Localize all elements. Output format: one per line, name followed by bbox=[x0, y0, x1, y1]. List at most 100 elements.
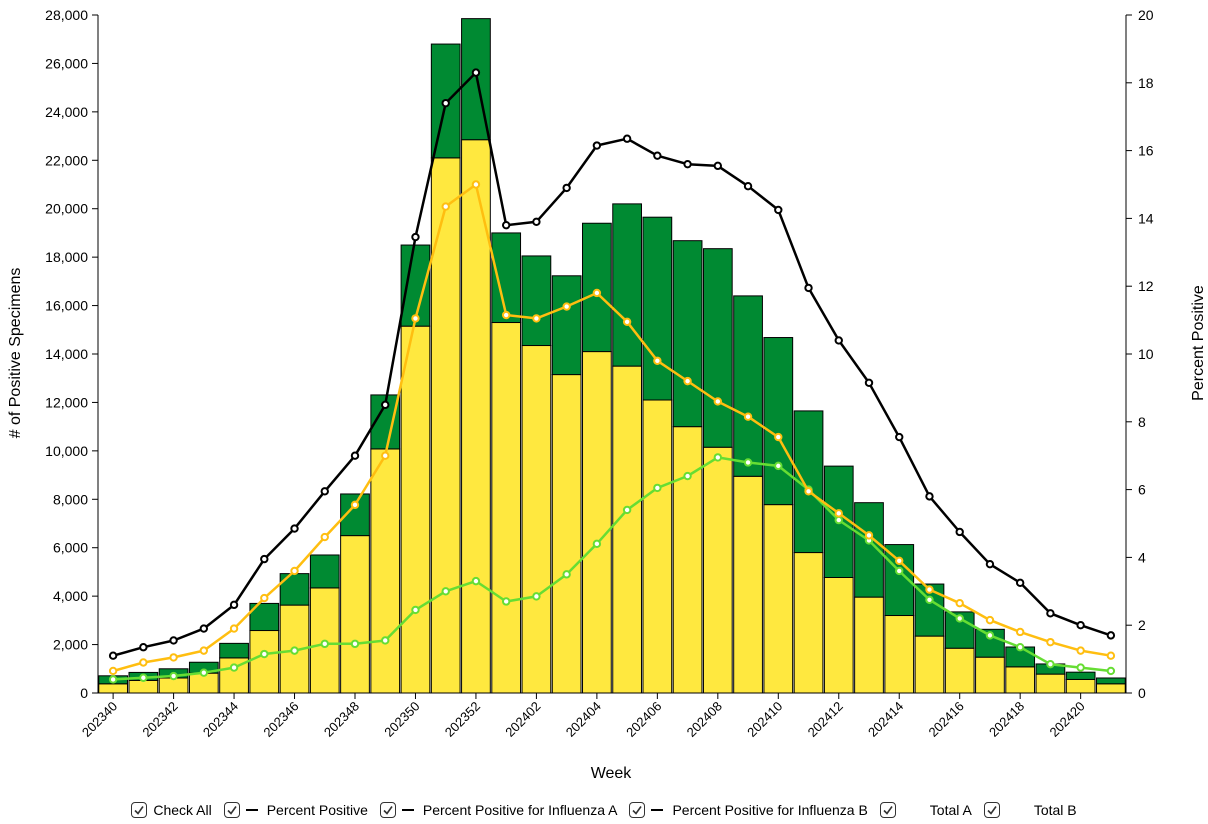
bar-total-a bbox=[491, 322, 522, 694]
percent-positive-a-checkbox[interactable] bbox=[379, 802, 396, 818]
line-percent-positive-b-point bbox=[1046, 659, 1055, 669]
legend-percent-positive-a[interactable]: Percent Positive for Influenza A bbox=[379, 802, 617, 818]
bars-layer bbox=[98, 18, 1126, 694]
bar-total-b bbox=[1096, 677, 1126, 685]
check-all-checkbox[interactable] bbox=[131, 802, 148, 818]
line-percent-positive-point bbox=[350, 451, 360, 460]
checkmark-icon bbox=[987, 806, 997, 815]
line-percent-positive-b-point bbox=[622, 505, 632, 515]
bar-total-a bbox=[582, 351, 612, 694]
line-percent-positive-a-point bbox=[804, 487, 813, 496]
y2-tick-label: 18 bbox=[1138, 75, 1154, 91]
line-percent-positive-b-point bbox=[169, 671, 178, 681]
line-percent-positive-point bbox=[1015, 578, 1025, 588]
line-percent-positive-point bbox=[804, 283, 813, 293]
line-percent-positive-b-point bbox=[985, 631, 995, 640]
total-b-checkbox[interactable] bbox=[983, 802, 1000, 818]
checkmark-icon bbox=[227, 806, 237, 815]
legend-label-check-all: Check All bbox=[153, 802, 212, 818]
line-percent-positive-b-point bbox=[411, 605, 420, 615]
y2-tick-label: 12 bbox=[1138, 278, 1154, 294]
bar-total-a bbox=[823, 576, 854, 694]
line-percent-positive-point bbox=[229, 600, 239, 610]
line-percent-positive-a-point bbox=[1106, 651, 1116, 660]
line-percent-positive-b-point bbox=[834, 515, 843, 525]
line-swatch-icon bbox=[245, 809, 258, 811]
x-tick-label: 202350 bbox=[381, 699, 422, 740]
line-percent-positive-b-point bbox=[1076, 663, 1085, 672]
x-tick-label: 202344 bbox=[200, 699, 241, 740]
line-percent-positive-a-point bbox=[622, 317, 632, 326]
line-percent-positive-point bbox=[1076, 621, 1085, 630]
legend-total-b[interactable]: Total B bbox=[983, 802, 1077, 818]
checkmark-icon bbox=[632, 806, 643, 815]
x-tick-label: 202348 bbox=[321, 699, 362, 740]
y2-tick-label: 0 bbox=[1138, 685, 1146, 701]
line-percent-positive-a-point bbox=[229, 624, 239, 633]
line-swatch-icon bbox=[651, 809, 664, 811]
line-percent-positive-b-point bbox=[290, 646, 299, 655]
x-tick-label: 202416 bbox=[926, 699, 967, 740]
total-a-checkbox[interactable] bbox=[879, 802, 896, 818]
line-percent-positive-point bbox=[622, 134, 632, 143]
line-percent-positive-a-point bbox=[774, 432, 783, 442]
bar-total-b bbox=[219, 642, 249, 659]
bar-total-b bbox=[1065, 671, 1096, 680]
bar-total-a bbox=[1096, 683, 1126, 694]
x-tick-label: 202352 bbox=[442, 699, 483, 740]
x-tick-label: 202408 bbox=[684, 699, 725, 740]
y-tick-label: 24,000 bbox=[45, 104, 88, 120]
line-percent-positive-b-point bbox=[320, 639, 329, 649]
line-percent-positive-a-point bbox=[925, 585, 934, 594]
bar-total-a bbox=[733, 475, 763, 694]
legend-check-all[interactable]: Check All bbox=[131, 802, 212, 818]
y-tick-label: 6,000 bbox=[53, 540, 88, 556]
y2-tick-label: 2 bbox=[1138, 617, 1146, 633]
y2-axis-title: Percent Positive bbox=[1190, 285, 1207, 401]
legend-total-a[interactable]: Total A bbox=[879, 802, 972, 818]
line-percent-positive-a-point bbox=[471, 180, 481, 189]
line-percent-positive-point bbox=[381, 400, 390, 410]
line-percent-positive-a-point bbox=[139, 658, 148, 667]
checkmark-icon bbox=[883, 806, 893, 815]
x-tick-label: 202342 bbox=[139, 699, 180, 740]
line-percent-positive-point bbox=[108, 651, 118, 660]
line-percent-positive-point bbox=[1046, 609, 1055, 618]
legend-percent-positive-b[interactable]: Percent Positive for Influenza B bbox=[629, 802, 868, 818]
bar-total-b bbox=[793, 410, 824, 554]
legend: Check All Percent Positive Percent Posit… bbox=[0, 796, 1208, 824]
line-percent-positive-b-point bbox=[532, 592, 541, 601]
line-percent-positive-a-point bbox=[320, 532, 329, 542]
bar-total-a bbox=[672, 426, 703, 694]
legend-label-total-b: Total B bbox=[1033, 802, 1077, 818]
line-percent-positive-a-point bbox=[683, 376, 692, 386]
line-percent-positive-a-point bbox=[562, 302, 571, 311]
legend-label-percent-positive: Percent Positive bbox=[266, 802, 368, 818]
bar-total-b bbox=[854, 502, 884, 598]
x-tick-label: 202404 bbox=[563, 699, 604, 740]
checkmark-icon bbox=[383, 806, 393, 815]
line-percent-positive-b-point bbox=[139, 673, 148, 682]
bar-total-a bbox=[914, 635, 945, 694]
line-percent-positive-a bbox=[112, 183, 1112, 673]
bar-total-a bbox=[612, 365, 642, 694]
y-tick-label: 28,000 bbox=[45, 7, 88, 23]
percent-positive-checkbox[interactable] bbox=[223, 802, 240, 818]
y-tick-label: 2,000 bbox=[53, 637, 88, 653]
line-percent-positive-b-point bbox=[381, 636, 390, 645]
x-tick-label: 202414 bbox=[865, 699, 906, 740]
bar-total-a bbox=[1065, 678, 1096, 694]
line-percent-positive-point bbox=[683, 159, 692, 169]
percent-positive-b-checkbox[interactable] bbox=[629, 802, 646, 818]
line-percent-positive-point bbox=[653, 151, 662, 160]
line-percent-positive bbox=[112, 71, 1112, 657]
line-percent-positive-b-point bbox=[592, 539, 602, 549]
line-percent-positive-point bbox=[139, 643, 148, 652]
line-percent-positive-point bbox=[864, 378, 874, 388]
line-percent-positive-b-point bbox=[108, 675, 118, 684]
line-percent-positive-a-point bbox=[411, 314, 420, 323]
lines-layer bbox=[108, 68, 1116, 684]
legend-percent-positive[interactable]: Percent Positive bbox=[223, 802, 368, 818]
line-percent-positive-b-point bbox=[713, 453, 723, 462]
bar-total-b bbox=[733, 295, 763, 477]
